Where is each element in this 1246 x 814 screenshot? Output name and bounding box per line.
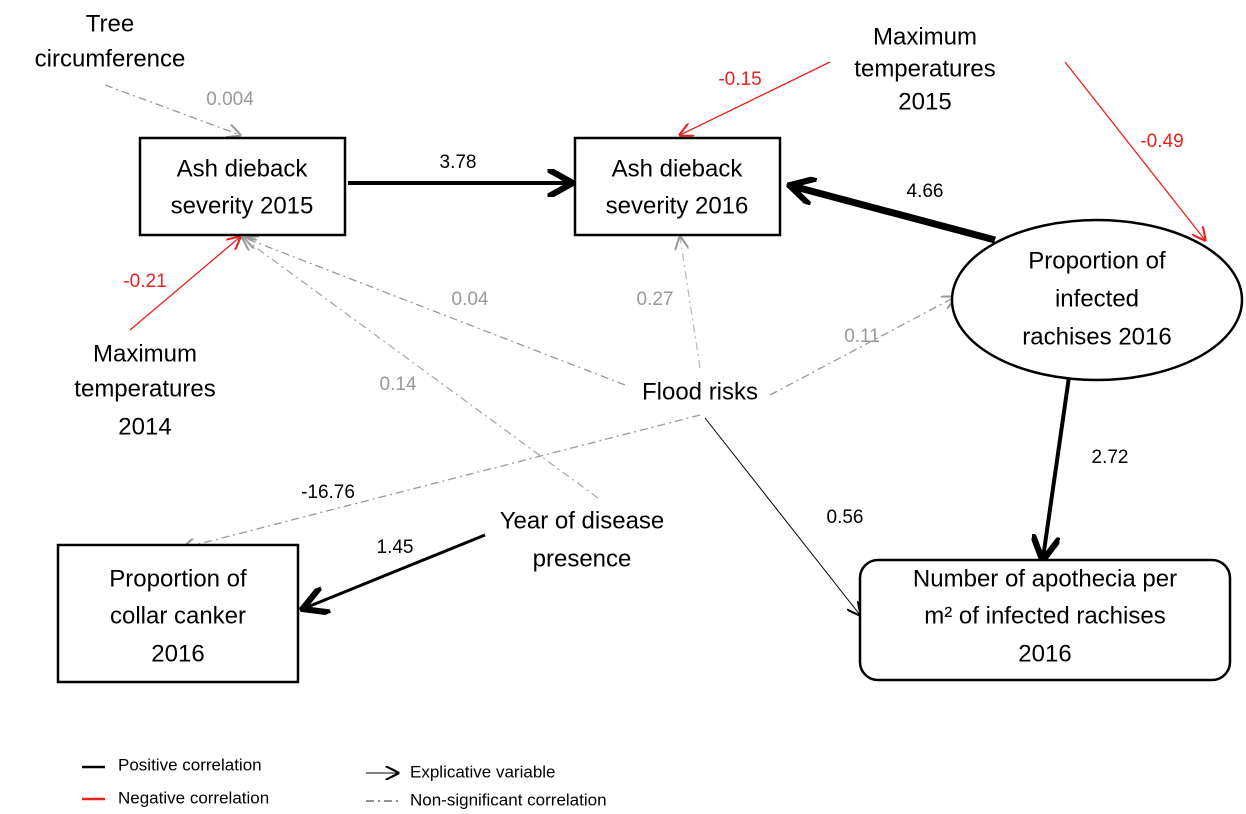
node-label: circumference [35,45,186,72]
legend: Positive correlation Negative correlatio… [82,755,607,809]
node-label: Maximum [93,340,197,367]
edge [680,61,831,135]
legend-label: Positive correlation [118,755,262,774]
node-label: Tree [86,10,134,37]
edge-label: 0.27 [637,289,674,310]
node-label: Year of disease [500,507,665,534]
edge-label: -16.76 [301,482,355,503]
edge [704,417,860,615]
edge [1064,61,1205,240]
node-label: Proportion of [1028,247,1166,274]
node-label: 2015 [898,88,951,115]
edge-label: 0.56 [827,507,864,528]
legend-label: Non-significant correlation [410,790,607,809]
node-box [573,136,782,237]
edge-label: 0.004 [206,89,254,110]
edge-label: 0.11 [844,326,880,347]
edge-label: 4.66 [907,181,944,202]
edge [104,84,240,135]
node-label: Proportion of [109,565,247,592]
edge-label: -0.49 [1140,131,1183,152]
node-label: 2016 [1018,640,1071,667]
legend-label: Explicative variable [410,762,556,781]
node-label: severity 2016 [606,192,749,219]
edge-label: 3.78 [440,152,477,173]
edge-label: 1.45 [377,537,414,558]
node-label: Ash dieback [177,155,309,182]
edge [792,186,996,244]
edge-label: 2.72 [1092,447,1129,468]
edge-label: 0.04 [452,289,489,310]
edge [680,237,701,369]
node-label: m² of infected rachises [924,602,1165,629]
edge [129,237,240,331]
edge [1043,369,1072,558]
edges [104,61,1205,615]
node-label: Number of apothecia per [913,565,1177,592]
edge-label: 0.14 [380,374,417,395]
node-label: Maximum [873,23,977,50]
edge [243,238,599,499]
node-label: rachises 2016 [1022,323,1171,350]
node-label: severity 2015 [171,192,314,219]
node-label: temperatures [854,55,995,82]
node-label: 2014 [118,413,171,440]
node-label: Ash dieback [612,155,744,182]
edge-label: -0.15 [718,69,761,90]
node-box [858,558,1232,682]
node-label: 2016 [151,640,204,667]
edge [305,533,486,608]
edge-labels: 0.004 3.78 -0.15 -0.49 4.66 -0.21 0.04 0… [123,69,1183,558]
legend-label: Negative correlation [118,788,269,807]
node-label: collar canker [110,602,246,629]
node-box [56,543,300,684]
node-label: presence [533,545,632,572]
node-ellipse [950,218,1244,382]
node-label: Flood risks [642,378,758,405]
node-box [138,136,347,237]
edge [183,414,701,548]
edge [245,238,626,386]
node-label: infected [1055,285,1139,312]
edge [769,297,955,396]
node-label: temperatures [74,375,215,402]
node-labels: Tree circumference Ash dieback severity 201… [35,10,1177,667]
edge-label: -0.21 [123,271,166,292]
